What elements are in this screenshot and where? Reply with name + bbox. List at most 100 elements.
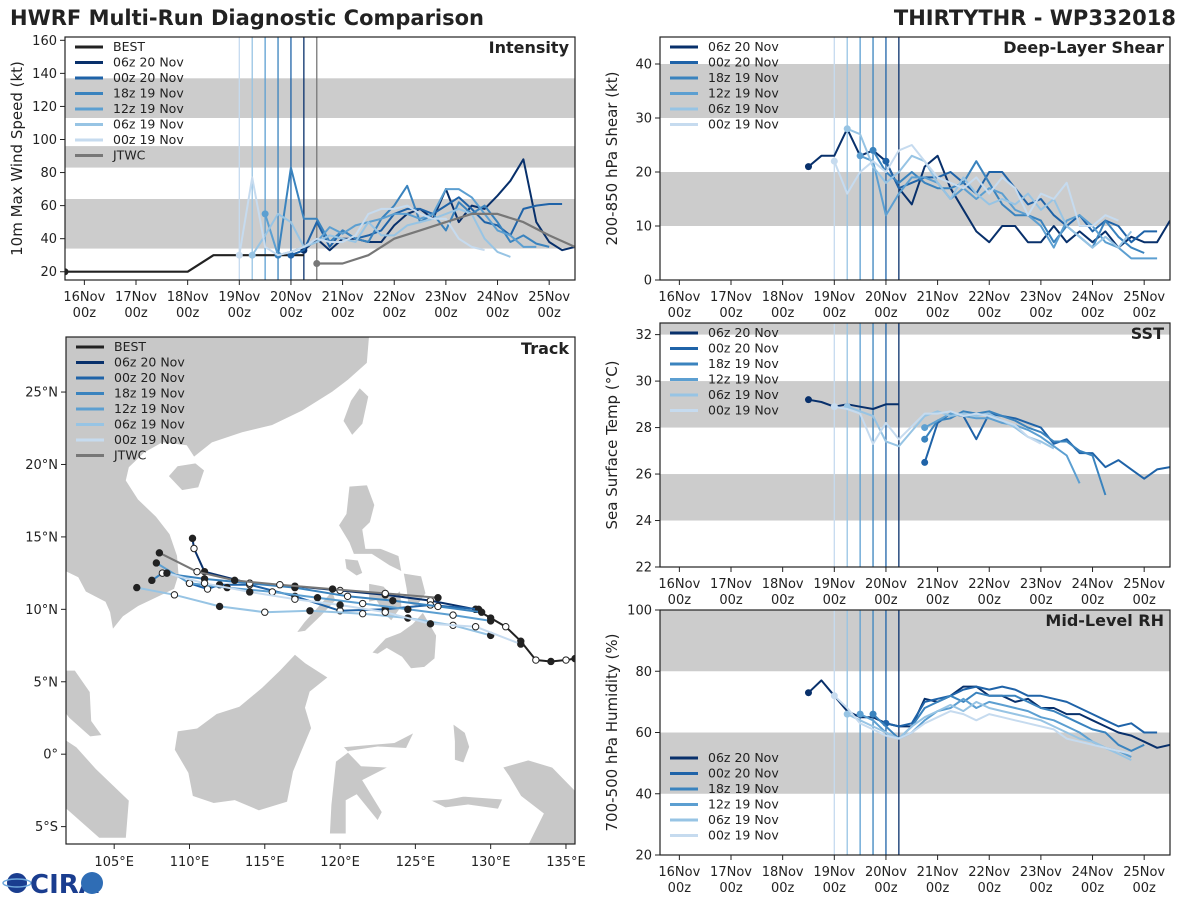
x-tick-label: 24Nov 00z: [477, 290, 519, 321]
legend-item-06z-20-nov: 06z 20 Nov: [76, 355, 185, 370]
panel-title: Track: [521, 339, 569, 358]
x-tick-label: 20Nov 00z: [865, 290, 907, 321]
lon-tick-label: 130°E: [471, 855, 511, 870]
legend-label: 00z 19 Nov: [114, 432, 185, 447]
y-tick-label: 30: [635, 375, 652, 390]
legend-label: BEST: [113, 39, 145, 54]
panel-title: Intensity: [489, 38, 570, 57]
y-tick-label: 20: [635, 849, 652, 864]
x-tick-label: 17Nov 00z: [710, 865, 752, 896]
rh-panel: 20 40 60 80 100 16Nov 00z 17Nov 00z 18Nov 00z 19Nov…: [603, 604, 1171, 896]
init-point-00z-19-nov: [830, 157, 838, 165]
series-line-00z-19-nov: [238, 176, 485, 257]
logo-globe-icon: [7, 873, 27, 893]
track-point: [200, 579, 209, 587]
y-tick-label: 40: [635, 787, 652, 802]
y-tick-label: 100: [627, 604, 652, 619]
legend-label: 06z 20 Nov: [708, 39, 779, 54]
threshold-band: [660, 474, 1170, 521]
track-point: [449, 611, 457, 619]
track-point: [148, 576, 156, 585]
y-tick-label: 22: [635, 561, 652, 576]
legend-item-12z-19-nov: 12z 19 Nov: [75, 101, 184, 116]
legend-label: 06z 19 Nov: [708, 812, 779, 827]
lat-tick-label: 20°N: [25, 458, 58, 473]
lon-tick-label: 110°E: [170, 855, 210, 870]
legend-label: BEST: [114, 339, 146, 354]
legend-label: 18z 19 Nov: [114, 386, 185, 401]
legend-item-jtwc: JTWC: [76, 448, 147, 463]
x-tick-label: 23Nov 00z: [1020, 865, 1062, 896]
legend-item-00z-19-nov: 00z 19 Nov: [670, 828, 779, 843]
legend-label: 12z 19 Nov: [114, 401, 185, 416]
track-point: [343, 592, 352, 600]
legend-label: 00z 19 Nov: [708, 403, 779, 418]
legend-item-00z-19-nov: 00z 19 Nov: [670, 117, 779, 132]
lat-tick-label: 25°N: [25, 386, 58, 401]
x-tick-label: 19Nov 00z: [813, 865, 855, 896]
legend-item-06z-19-nov: 06z 19 Nov: [76, 417, 185, 432]
lat-tick-label: 5°N: [34, 675, 59, 690]
track-point: [434, 594, 442, 602]
track-point: [291, 595, 299, 603]
track-point: [313, 594, 322, 602]
x-tick-label: 17Nov 00z: [710, 290, 752, 321]
legend-label: 12z 19 Nov: [708, 372, 779, 387]
legend-item-06z-19-nov: 06z 19 Nov: [75, 117, 184, 132]
series-line-18z-19-nov: [872, 691, 1145, 752]
legend-label: 18z 19 Nov: [708, 781, 779, 796]
legend-label: 00z 20 Nov: [708, 766, 779, 781]
hainan-island: [167, 462, 205, 491]
y-tick-label: 80: [40, 166, 57, 181]
x-tick-label: 22Nov 00z: [968, 290, 1010, 321]
legend-item-06z-20-nov: 06z 20 Nov: [670, 750, 779, 765]
track-point: [502, 623, 510, 631]
y-axis-label: 10m Max Wind Speed (kt): [8, 61, 26, 256]
init-point-06z-19-nov: [843, 710, 851, 718]
legend-label: 00z 20 Nov: [113, 70, 184, 85]
legend-item-12z-19-nov: 12z 19 Nov: [670, 372, 779, 387]
track-point: [193, 567, 201, 576]
init-point-06z-19-nov: [843, 125, 851, 133]
y-tick-label: 160: [32, 34, 57, 49]
sumatra-island: [66, 739, 130, 839]
legend-item-18z-19-nov: 18z 19 Nov: [76, 386, 185, 401]
track-point: [188, 534, 197, 543]
series-line-06z-20-nov: [807, 127, 1170, 249]
legend-item-00z-20-nov: 00z 20 Nov: [76, 370, 185, 385]
threshold-band: [65, 78, 575, 118]
legend-item-06z-19-nov: 06z 19 Nov: [670, 812, 779, 827]
init-point-12z-19-nov: [856, 152, 864, 160]
legend-label: 06z 20 Nov: [708, 750, 779, 765]
x-tick-label: 19Nov 00z: [218, 290, 260, 321]
threshold-band: [660, 64, 1170, 118]
track-point: [133, 583, 141, 592]
init-point-00z-19-nov: [830, 403, 838, 411]
y-tick-label: 20: [40, 265, 57, 280]
x-tick-label: 18Nov 00z: [167, 290, 209, 321]
logo-satellite-icon: [81, 872, 103, 894]
y-tick-label: 60: [635, 726, 652, 741]
legend-label: 18z 19 Nov: [113, 86, 184, 101]
x-tick-label: 17Nov 00z: [710, 577, 752, 608]
track-point: [170, 591, 179, 599]
lat-tick-label: 10°N: [25, 603, 58, 618]
lon-tick-label: 120°E: [320, 855, 360, 870]
storm-id: THIRTYTHR - WP332018: [894, 6, 1176, 30]
x-tick-label: 17Nov 00z: [115, 290, 157, 321]
panel-title: SST: [1131, 324, 1164, 343]
track-panel: 105°E 110°E 115°E 120°E 125°E 130°E 135°E 5°S 0°…: [25, 336, 586, 870]
init-point-06z-20-nov: [804, 689, 812, 697]
new-guinea: [502, 759, 575, 844]
threshold-band: [65, 146, 575, 168]
track-point: [562, 656, 570, 664]
legend-item-00z-20-nov: 00z 20 Nov: [670, 55, 779, 70]
init-point-12z-19-nov: [921, 424, 929, 432]
x-tick-label: 20Nov 00z: [865, 865, 907, 896]
y-tick-label: 40: [40, 232, 57, 247]
legend-item-06z-20-nov: 06z 20 Nov: [670, 39, 779, 54]
